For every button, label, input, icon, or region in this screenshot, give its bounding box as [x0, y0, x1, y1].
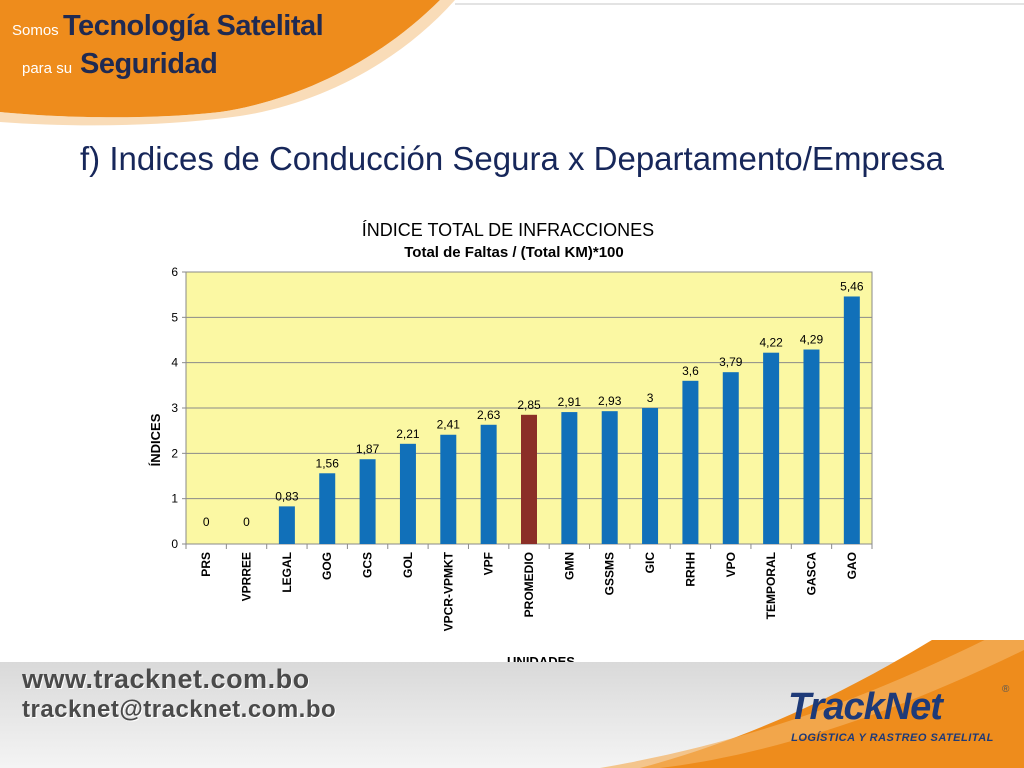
value-label-prs: 0 — [203, 515, 210, 529]
header-title-line2: Seguridad — [80, 48, 218, 80]
header-banner — [0, 0, 1024, 126]
value-labels: 0 0 0,83 1,56 1,87 2,21 2,41 2,63 2,85 2,91 2,93 3 3… — [203, 279, 864, 529]
x-tick-label-vprree: VPRREE — [240, 552, 254, 601]
bar-vpo — [722, 372, 739, 544]
chart-title: ÍNDICE TOTAL DE INFRACCIONES — [362, 220, 654, 240]
bar-vpcr-vpmkt — [440, 434, 457, 544]
value-label-legal: 0,83 — [275, 489, 299, 503]
logo-tagline: LOGÍSTICA Y RASTREO SATELITAL — [791, 732, 994, 744]
value-label-gog: 1,56 — [316, 456, 340, 470]
value-label-vpcr-vpmkt: 2,41 — [437, 418, 461, 432]
banner-shape — [0, 0, 440, 118]
value-label-temporal: 4,22 — [759, 336, 783, 350]
bar-gasca — [803, 349, 820, 544]
slide-title: f) Indices de Conducción Segura x Depart… — [80, 140, 944, 177]
x-tick-label-prs: PRS — [199, 552, 213, 577]
x-tick-label-rrhh: RRHH — [683, 552, 697, 587]
y-tick-label: 6 — [171, 265, 178, 279]
tracknet-logo: TrackNet ® LOGÍSTICA Y RASTREO SATELITAL — [770, 680, 1015, 750]
footer-banner — [0, 640, 1024, 768]
bar-gic — [642, 408, 659, 544]
x-tick-label-gol: GOL — [401, 552, 415, 578]
y-tick-label: 4 — [171, 356, 178, 370]
bar-gcs — [359, 459, 376, 544]
logo-registered-mark: ® — [1002, 684, 1010, 695]
y-axis-ticks: 0 1 2 3 4 5 6 — [171, 265, 186, 551]
value-label-gic: 3 — [647, 391, 654, 405]
y-tick-label: 5 — [171, 310, 178, 324]
bar-promedio — [521, 414, 537, 544]
value-label-gcs: 1,87 — [356, 442, 380, 456]
x-tick-label-gasca: GASCA — [804, 552, 818, 596]
value-label-vpf: 2,63 — [477, 408, 501, 422]
y-tick-label: 3 — [171, 401, 178, 415]
bar-gao — [843, 296, 860, 544]
value-label-gao: 5,46 — [840, 279, 864, 293]
header-title-line1: Tecnología Satelital — [63, 10, 324, 42]
x-tick-label-gic: GIC — [643, 552, 657, 574]
value-label-gol: 2,21 — [396, 427, 420, 441]
value-label-vprree: 0 — [243, 515, 250, 529]
value-label-gmn: 2,91 — [558, 395, 582, 409]
value-label-rrhh: 3,6 — [682, 364, 699, 378]
value-label-gssms: 2,93 — [598, 394, 622, 408]
header-word-para: para su — [22, 60, 73, 77]
bar-gssms — [601, 411, 618, 544]
bar-rrhh — [682, 380, 699, 544]
x-tick-label-gog: GOG — [320, 552, 334, 580]
bar-vpf — [480, 424, 497, 544]
bar-chart: ÍNDICE TOTAL DE INFRACCIONES Total de Fa… — [148, 220, 873, 669]
bar-legal — [278, 506, 295, 544]
y-tick-label: 1 — [171, 492, 178, 506]
x-tick-label-gmn: GMN — [562, 552, 576, 580]
x-tick-label-vpcr-vpmkt: VPCR-VPMKT — [441, 551, 455, 631]
bar-temporal — [763, 352, 780, 544]
header-word-somos: Somos — [12, 22, 59, 39]
x-tick-label-vpo: VPO — [724, 552, 738, 577]
footer-orange-swoosh-light — [600, 640, 1024, 768]
y-axis-label: ÍNDICES — [148, 413, 163, 466]
x-tick-label-gcs: GCS — [361, 552, 375, 578]
x-tick-label-gssms: GSSMS — [603, 552, 617, 595]
x-tick-label-gao: GAO — [845, 552, 859, 579]
banner-shine — [0, 0, 455, 126]
x-tick-label-promedio: PROMEDIO — [522, 552, 536, 617]
value-label-vpo: 3,79 — [719, 355, 743, 369]
header-tagline: Somos Tecnología Satelital para su Segur… — [0, 0, 440, 110]
value-label-promedio: 2,85 — [517, 398, 541, 412]
value-label-gasca: 4,29 — [800, 333, 824, 347]
x-tick-label-vpf: VPF — [482, 552, 496, 575]
bars — [278, 296, 860, 544]
footer-email[interactable]: tracknet@tracknet.com.bo — [22, 696, 337, 723]
chart-subtitle: Total de Faltas / (Total KM)*100 — [404, 244, 623, 261]
bar-gmn — [561, 412, 578, 544]
y-tick-label: 2 — [171, 446, 178, 460]
x-tick-label-temporal: TEMPORAL — [764, 552, 778, 619]
logo-name: TrackNet — [788, 686, 943, 728]
footer-website[interactable]: www.tracknet.com.bo — [22, 664, 310, 694]
bar-gol — [399, 443, 416, 544]
x-axis-ticks: PRS VPRREE LEGAL GOG GCS GOL VPCR-VPMKT VPF PROM… — [185, 544, 873, 631]
y-tick-label: 0 — [171, 537, 178, 551]
bar-gog — [319, 473, 336, 544]
x-tick-label-legal: LEGAL — [280, 552, 294, 593]
